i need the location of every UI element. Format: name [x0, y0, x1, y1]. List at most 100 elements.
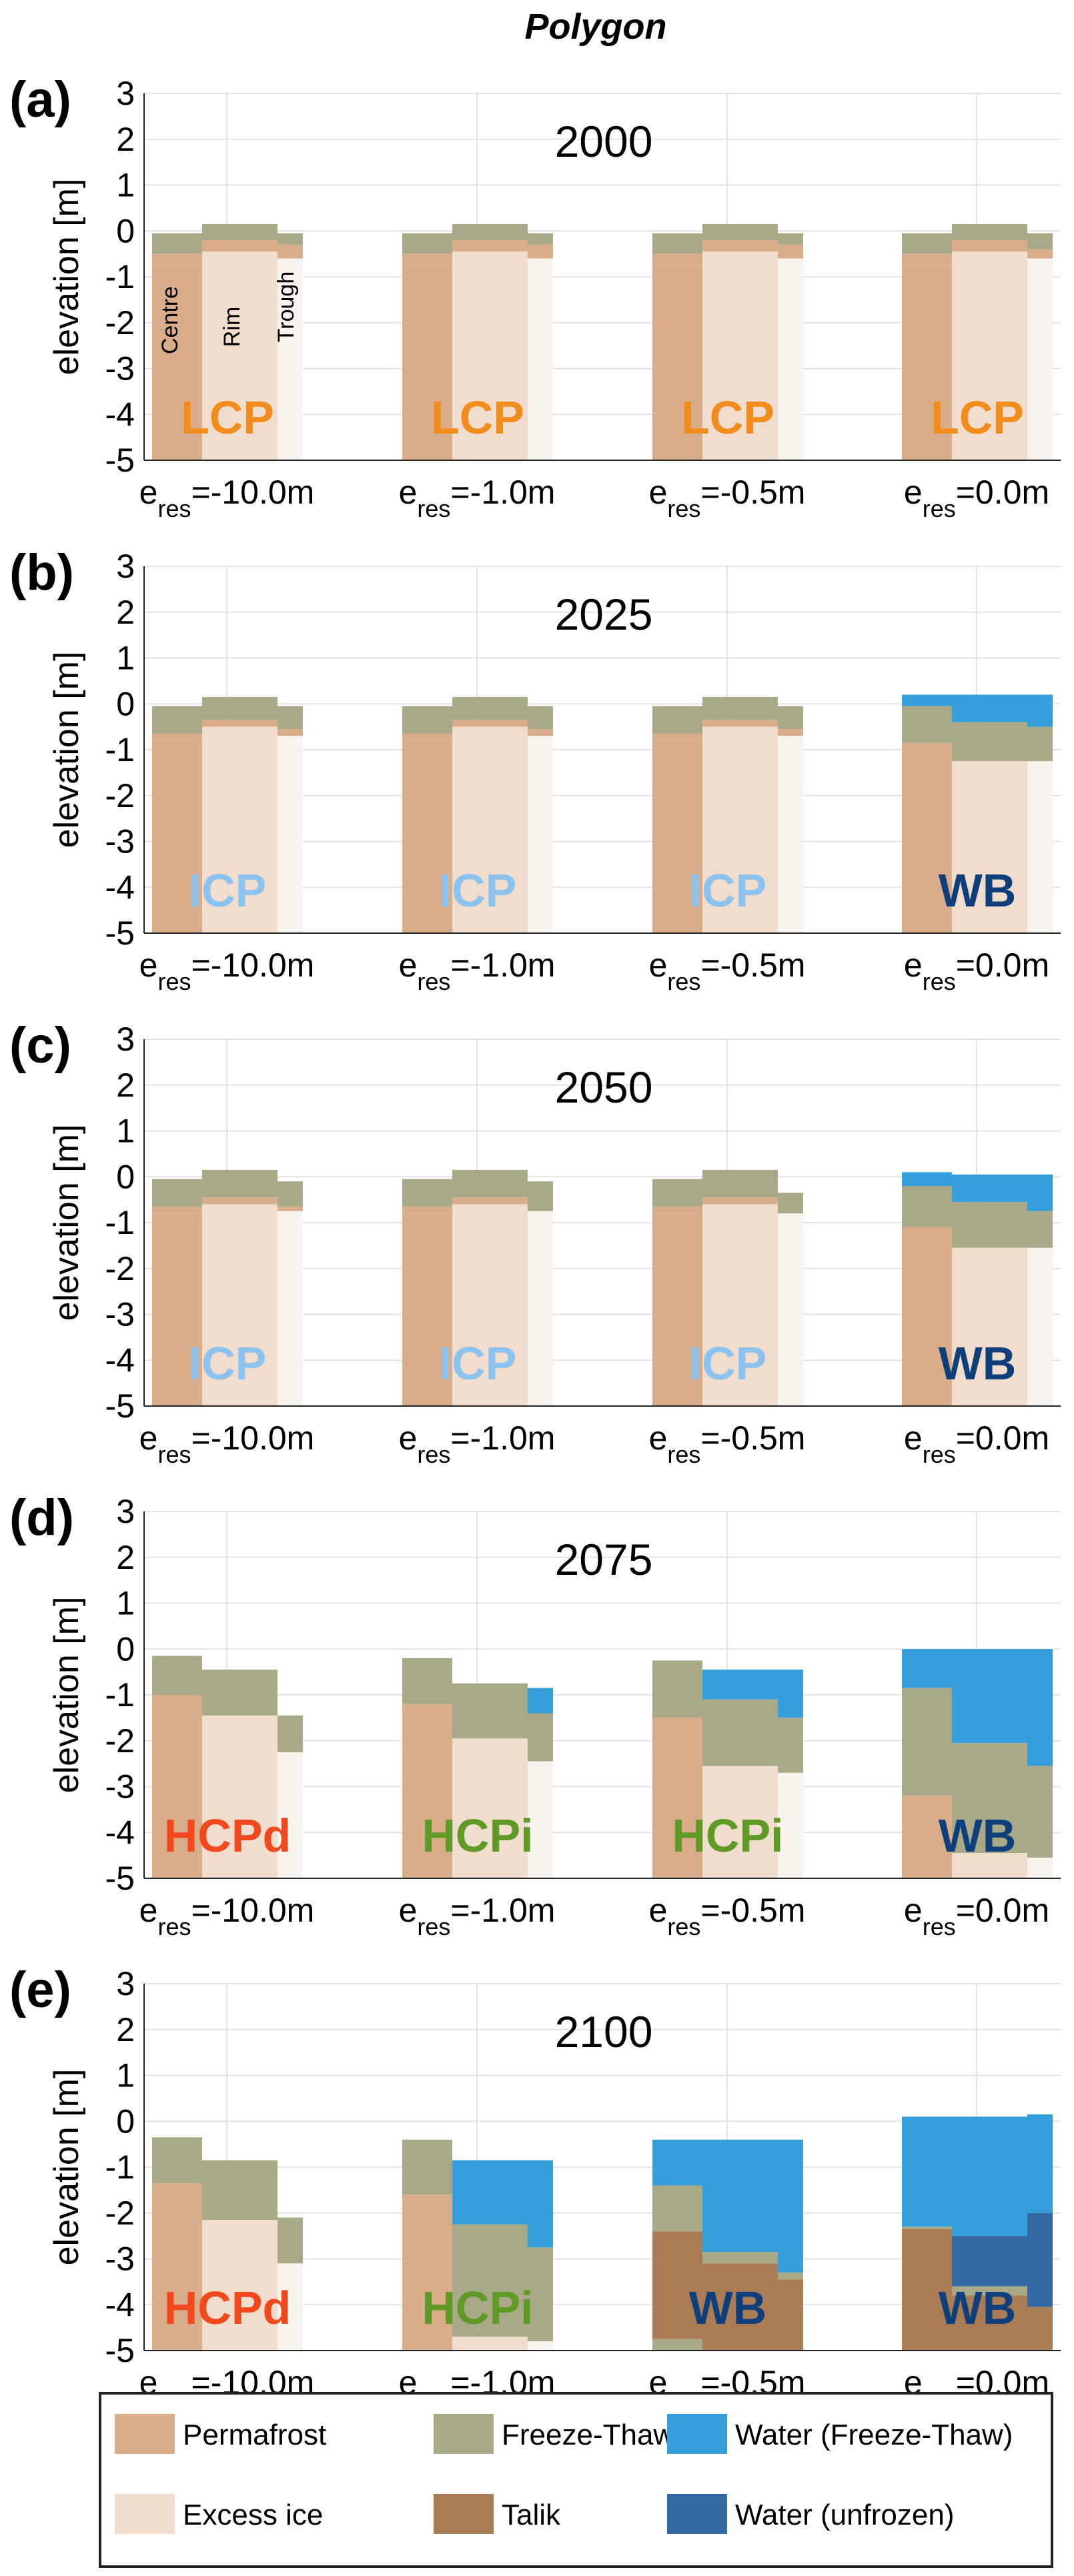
bar-pale — [1027, 1858, 1053, 1878]
bar-freeze-thaw — [402, 1179, 452, 1207]
x-tick-label: eres=0.0m — [904, 946, 1049, 995]
y-tick-label: 0 — [116, 212, 135, 249]
legend-label: Freeze-Thaw — [502, 2419, 674, 2451]
bar-freeze-thaw — [528, 2247, 553, 2342]
bar-permafrost — [902, 1796, 952, 1878]
legend-label: Water (unfrozen) — [735, 2499, 954, 2531]
class-label: HCPi — [422, 2282, 533, 2334]
bar-talik — [1027, 2307, 1053, 2351]
bar-permafrost — [528, 244, 553, 259]
legend-label: Permafrost — [183, 2419, 326, 2451]
x-tick-label: eres=-10.0m — [139, 1892, 315, 1940]
y-tick-label: 1 — [116, 1113, 135, 1150]
bar-pale — [1027, 258, 1053, 460]
bar-pale — [528, 258, 553, 460]
y-tick-label: -2 — [105, 304, 135, 342]
y-tick-label: -3 — [105, 350, 135, 388]
bar-water-unfrozen — [952, 2236, 1027, 2287]
bar-excess-ice — [452, 251, 528, 460]
x-tick-label: eres=-0.5m — [649, 474, 806, 522]
y-tick-label: -1 — [105, 2148, 135, 2186]
bar-water-ft — [1027, 1174, 1053, 1211]
bar-permafrost — [402, 253, 452, 265]
bar-freeze-thaw — [152, 1179, 202, 1207]
legend-swatch-water-unfrozen — [667, 2494, 727, 2534]
bar-freeze-thaw — [528, 1713, 553, 1762]
y-tick-label: 0 — [116, 2102, 135, 2140]
bar-freeze-thaw — [202, 223, 278, 240]
bar-pale — [528, 736, 553, 933]
bar-permafrost — [202, 1197, 278, 1205]
bar-permafrost — [278, 244, 303, 259]
bar-pale — [528, 2341, 553, 2351]
panel-label: (c) — [9, 1017, 71, 1074]
bar-pale — [278, 2263, 303, 2351]
bar-pale — [778, 736, 803, 933]
bar-freeze-thaw — [1027, 1766, 1053, 1858]
bar-freeze-thaw — [278, 233, 303, 245]
x-tick-label: eres=-1.0m — [399, 946, 556, 995]
x-tick-label: eres=-1.0m — [399, 1419, 556, 1468]
bar-permafrost — [202, 240, 278, 252]
bar-freeze-thaw — [202, 1670, 278, 1716]
x-tick-label: eres=0.0m — [904, 1419, 1049, 1468]
bar-freeze-thaw — [528, 1181, 553, 1211]
bar-pale — [278, 258, 303, 460]
panel-2025: ICP ICP ICP WB 3 2 1 0 -1 -2 -3 -4 -5 elevation [m] (b… — [9, 544, 1061, 995]
bar-freeze-thaw — [902, 1688, 952, 1796]
bar-excess-ice — [952, 251, 1027, 460]
bar-freeze-thaw — [952, 223, 1027, 240]
bar-freeze-thaw — [652, 2339, 702, 2351]
bar-freeze-thaw — [902, 233, 952, 254]
y-tick-label: 0 — [116, 685, 135, 722]
y-tick-label: -1 — [105, 1204, 135, 1241]
bar-water-ft — [528, 2160, 553, 2248]
bar-freeze-thaw — [202, 1169, 278, 1198]
y-tick-label: 2 — [116, 1067, 135, 1104]
panel-year: 2025 — [555, 590, 653, 639]
x-tick-label: eres=-10.0m — [139, 1419, 315, 1468]
bar-water-ft — [1027, 1649, 1053, 1766]
y-tick-label: -4 — [105, 396, 135, 433]
y-tick-label: 0 — [116, 1158, 135, 1195]
bar-water-ft — [952, 694, 1027, 722]
bar-water-unfrozen — [1027, 2212, 1053, 2307]
bar-freeze-thaw — [402, 2139, 452, 2195]
y-tick-label: -4 — [105, 868, 135, 906]
y-axis-label: elevation [m] — [47, 2069, 86, 2266]
bar-permafrost — [152, 265, 202, 460]
bar-freeze-thaw — [778, 2273, 803, 2280]
panel-2050: ICP ICP ICP WB 3 2 1 0 -1 -2 -3 -4 -5 elevation [m] (c… — [9, 1017, 1061, 1468]
bar-freeze-thaw — [152, 233, 202, 254]
bar-water-ft — [702, 1670, 778, 1700]
panel-year: 2100 — [555, 2007, 653, 2056]
bar-freeze-thaw — [452, 2224, 528, 2337]
bar-freeze-thaw — [952, 722, 1027, 762]
class-label: ICP — [439, 1337, 517, 1389]
bar-permafrost — [202, 720, 278, 727]
bar-excess-ice — [452, 726, 528, 933]
bar-permafrost — [402, 2199, 452, 2351]
bar-freeze-thaw — [778, 233, 803, 245]
class-label: WB — [939, 2282, 1017, 2334]
class-label: HCPd — [164, 1810, 292, 1862]
class-label: LCP — [431, 392, 524, 444]
bar-pale — [278, 1752, 303, 1878]
bar-water-ft — [902, 2116, 952, 2227]
bar-pale — [1027, 1247, 1053, 1406]
bar-talik — [902, 2228, 952, 2351]
y-tick-label: -5 — [105, 1387, 135, 1425]
bar-permafrost — [652, 1213, 702, 1406]
bar-water-ft — [902, 1649, 952, 1688]
y-axis-label: elevation [m] — [47, 1597, 86, 1794]
bar-permafrost — [152, 1695, 202, 1878]
bar-excess-ice — [702, 1204, 778, 1406]
y-axis-label: elevation [m] — [47, 179, 86, 376]
class-label: ICP — [689, 1337, 767, 1389]
bar-freeze-thaw — [452, 696, 528, 720]
bar-water-ft — [1027, 2114, 1053, 2213]
legend-swatch-talik — [434, 2494, 494, 2534]
bar-permafrost — [402, 740, 452, 933]
y-tick-label: -1 — [105, 731, 135, 768]
bar-freeze-thaw — [902, 1186, 952, 1227]
